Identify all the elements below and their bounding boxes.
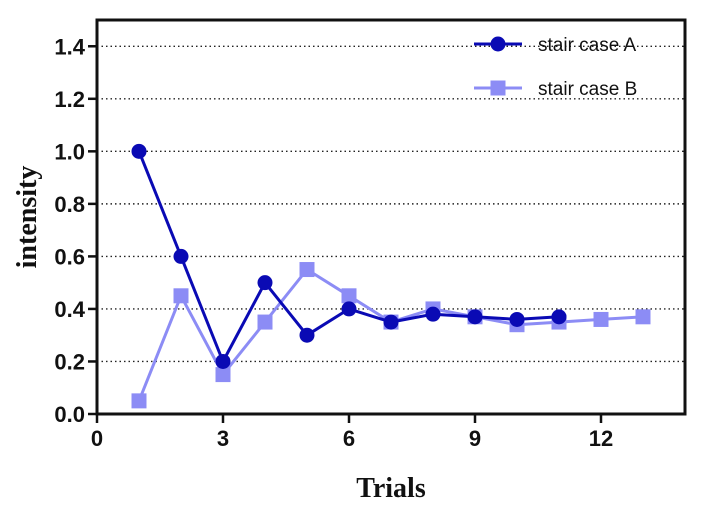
- data-point-square: [173, 288, 189, 304]
- y-tick-label: 0.8: [54, 192, 85, 217]
- y-tick-label: 0.2: [54, 349, 85, 374]
- x-tick-label: 3: [217, 426, 229, 451]
- data-point-square: [131, 393, 147, 409]
- data-point-square: [341, 288, 357, 304]
- data-point-circle: [215, 353, 231, 369]
- y-axis-title: intensity: [12, 166, 43, 269]
- legend-marker: [490, 80, 506, 96]
- data-point-circle: [173, 248, 189, 264]
- y-tick-label: 1.0: [54, 139, 85, 164]
- data-point-circle: [341, 301, 357, 317]
- x-tick-label: 0: [91, 426, 103, 451]
- data-point-square: [299, 262, 315, 278]
- data-point-square: [257, 314, 273, 330]
- series-b: [131, 262, 651, 409]
- plot-frame: [95, 18, 687, 416]
- x-tick-label: 12: [589, 426, 613, 451]
- legend-label: stair case A: [538, 35, 637, 56]
- data-point-square: [215, 367, 231, 383]
- x-tick-label: 6: [343, 426, 355, 451]
- x-axis-title: Trials: [356, 473, 426, 504]
- legend-item: stair case B: [474, 79, 637, 100]
- y-tick-label: 0.4: [54, 297, 85, 322]
- y-tick-label: 0.6: [54, 244, 85, 269]
- legend-item: stair case A: [474, 35, 637, 56]
- data-point-square: [593, 311, 609, 327]
- grid-lines: [97, 45, 685, 363]
- y-tick-label: 0.0: [54, 402, 85, 427]
- legend-label: stair case B: [538, 79, 637, 100]
- legend-marker: [490, 36, 506, 52]
- data-point-square: [635, 309, 651, 325]
- y-tick-label: 1.2: [54, 87, 85, 112]
- series-line: [137, 268, 644, 402]
- legend: stair case A stair case B: [474, 35, 637, 100]
- series-a: [131, 143, 567, 369]
- data-point-circle: [257, 275, 273, 291]
- data-point-circle: [467, 309, 483, 325]
- data-point-circle: [425, 306, 441, 322]
- tick-group: 0.0 0.2 0.4 0.6 0.8 1.0 1.2 1.4 0 3 6 9 12: [54, 34, 613, 451]
- data-point-circle: [131, 143, 147, 159]
- data-point-circle: [509, 311, 525, 327]
- series-group: [131, 143, 651, 409]
- data-point-circle: [551, 309, 567, 325]
- data-point-circle: [383, 314, 399, 330]
- data-point-circle: [299, 327, 315, 343]
- x-tick-label: 9: [469, 426, 481, 451]
- y-tick-label: 1.4: [54, 34, 85, 59]
